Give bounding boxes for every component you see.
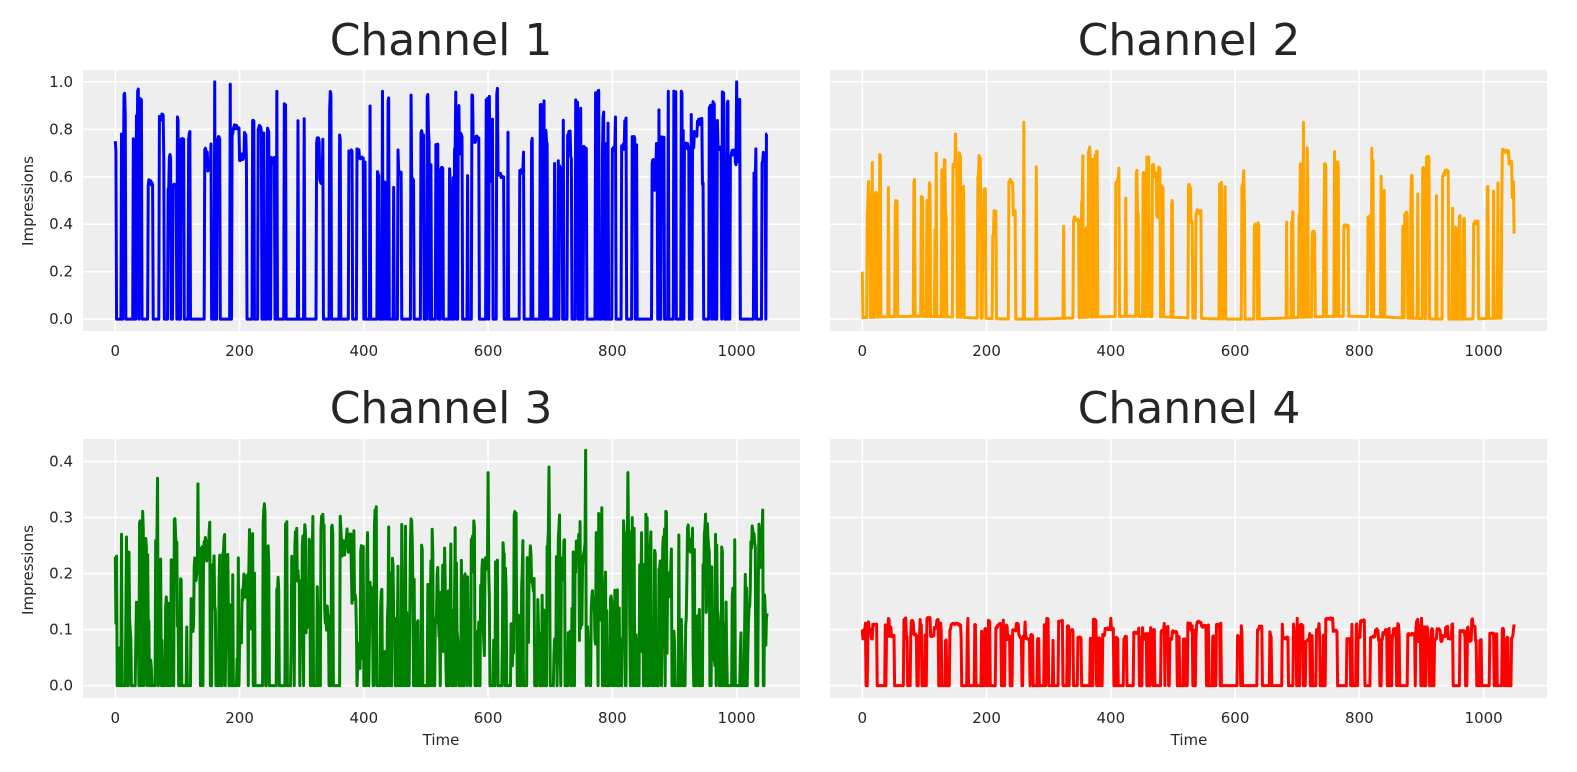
x-tick-label: 800 [598,342,627,360]
x-tick-label: 800 [1345,709,1374,727]
series-line [113,448,769,688]
y-tick-label: 0.3 [49,508,73,526]
x-tick-label: 600 [474,709,503,727]
x-tick-label: 400 [1097,342,1126,360]
y-tick-label: 1.0 [49,73,73,91]
x-tick-label: 600 [474,342,503,360]
series-line [860,616,1516,688]
x-tick-label: 0 [111,709,121,727]
y-tick-label: 0.4 [49,215,73,233]
x-tick-label: 600 [1221,709,1250,727]
x-tick-label: 1000 [1465,709,1503,727]
subplot-channel-2: Channel 2 0 200 400 600 800 1000 [830,15,1547,360]
x-tick-label: 200 [972,342,1001,360]
series-line [113,80,768,321]
subplot-title: Channel 2 [1078,15,1301,66]
y-tick-label: 0.0 [49,310,73,328]
x-tick-label: 200 [225,342,254,360]
x-tick-label: 0 [858,342,868,360]
y-tick-label: 0.0 [49,677,73,695]
x-tick-label: 200 [972,709,1001,727]
x-tick-label: 200 [225,709,254,727]
x-tick-label: 1000 [718,709,756,727]
x-tick-label: 800 [1345,342,1374,360]
x-tick-label: 800 [598,709,627,727]
x-axis-label: Time [422,731,460,749]
subplot-title: Channel 3 [330,383,553,434]
y-tick-label: 0.4 [49,452,73,470]
x-tick-label: 400 [350,709,379,727]
y-tick-label: 0.8 [49,120,73,138]
y-tick-label: 0.2 [49,565,73,583]
x-tick-label: 1000 [1465,342,1503,360]
series-line [860,120,1516,321]
x-tick-label: 0 [858,709,868,727]
x-tick-label: 400 [350,342,379,360]
subplot-title: Channel 4 [1078,383,1301,434]
subplot-channel-3: Channel 3 Impressions Time 0 200 400 600 800… [19,383,800,749]
x-tick-label: 1000 [718,342,756,360]
subplot-title: Channel 1 [330,15,553,66]
y-tick-label: 0.2 [49,263,73,281]
x-tick-label: 400 [1097,709,1126,727]
y-tick-label: 0.1 [49,621,73,639]
x-tick-label: 0 [111,342,121,360]
subplot-channel-4: Channel 4 Time 0 200 400 600 800 1000 [830,383,1547,749]
subplot-channel-1: Channel 1 Impressions 0 200 400 600 800 1000 0… [19,15,800,360]
x-axis-label: Time [1170,731,1208,749]
y-axis-label: Impressions [19,156,37,246]
x-tick-label: 600 [1221,342,1250,360]
y-axis-label: Impressions [19,525,37,615]
y-tick-label: 0.6 [49,168,73,186]
